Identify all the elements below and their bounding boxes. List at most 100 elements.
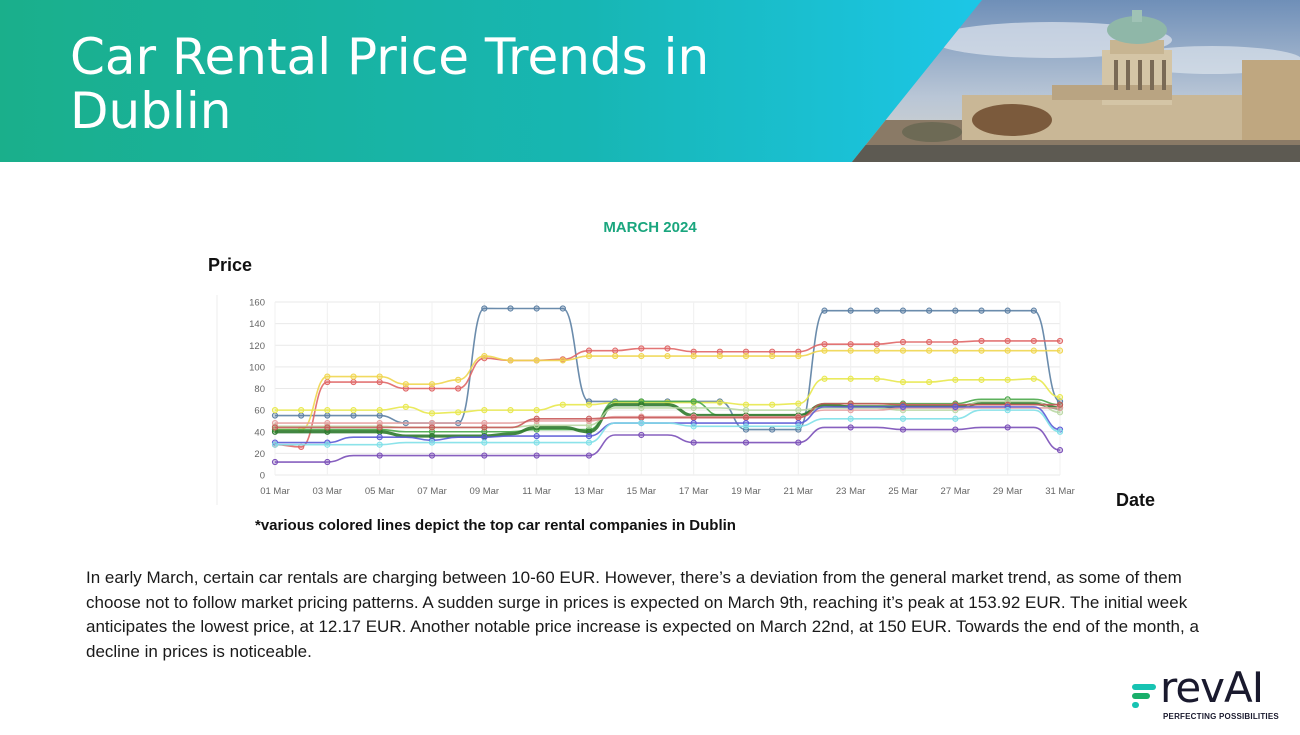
data-point [899,426,907,433]
data-point [507,305,514,312]
y-tick-label: 120 [249,341,265,352]
data-point [769,401,776,408]
y-tick-label: 100 [249,362,265,373]
data-point [716,352,723,360]
data-point [428,439,436,446]
y-tick-label: 140 [249,319,265,330]
data-point [376,452,383,459]
data-point [1004,347,1011,354]
data-point [428,385,436,392]
data-point [271,420,279,427]
data-point [428,424,436,431]
series-line [275,349,1060,431]
data-point [847,403,854,410]
data-point [1004,307,1011,314]
data-point [795,352,802,360]
data-point [742,407,750,414]
data-point [978,307,985,314]
data-point [533,415,540,422]
x-tick-label: 05 Mar [365,486,395,497]
chart-title: MARCH 2024 [603,219,697,236]
data-point [821,307,828,314]
reval-logo: revAI PERFECTING POSSIBILITIES [1130,666,1290,724]
data-point [298,407,305,414]
data-point [847,341,854,348]
x-tick-label: 01 Mar [260,486,290,497]
data-point [978,347,985,354]
y-tick-label: 80 [254,384,265,395]
data-point [769,348,776,355]
data-point [716,348,723,355]
data-point [873,307,880,314]
data-point [402,385,409,392]
data-point [324,378,331,386]
data-point [533,422,540,429]
data-point [481,439,488,446]
data-point [428,410,436,417]
y-tick-label: 40 [254,427,265,438]
logo-wordmark: revAI [1160,663,1264,712]
data-point [455,376,462,383]
data-point [926,378,933,386]
series-line [275,377,1061,415]
data-point [481,420,488,427]
y-tick-label: 60 [254,406,265,417]
data-point [978,337,985,345]
data-point [978,376,985,383]
series-line [275,409,1061,446]
data-point [533,432,540,440]
data-point [1030,375,1037,382]
data-point [847,415,854,422]
data-point [455,385,462,392]
data-point [533,357,540,364]
data-point [350,412,357,419]
data-point [376,373,383,380]
data-point [742,348,750,355]
data-point [690,423,697,430]
data-point [821,347,828,354]
data-point [899,415,907,422]
x-tick-label: 15 Mar [627,486,657,497]
data-point [402,381,409,388]
data-point [952,415,959,422]
data-point [533,407,540,414]
data-point [481,352,488,360]
data-point [428,432,436,440]
data-point [585,432,593,440]
data-point [926,347,933,354]
data-point [1030,347,1037,354]
data-point [585,439,593,446]
data-point [638,431,645,439]
data-point [585,422,593,429]
data-point [952,347,959,354]
series-line [275,307,1061,431]
data-point [638,352,645,360]
data-point [507,407,514,414]
x-tick-label: 29 Mar [993,486,1023,497]
data-point [899,307,907,314]
data-point [873,375,880,382]
chart-footnote: *various colored lines depict the top ca… [255,517,736,534]
x-tick-label: 21 Mar [784,486,814,497]
data-point [795,400,802,407]
data-point [1030,307,1037,314]
data-point [664,345,671,352]
data-point [533,452,540,459]
data-point [1056,394,1064,401]
data-point [376,420,383,427]
data-point [324,407,331,414]
page-title: Car Rental Price Trends in Dublin [70,28,710,140]
y-tick-label: 20 [254,449,265,460]
y-tick-label: 0 [260,471,265,482]
price-line-chart: 0 20 40 60 80 100 120 140 160 01 Mar 03 Mar 05 Mar 0… [216,295,1075,505]
data-point [769,352,776,360]
data-point [899,378,907,386]
data-point [350,373,357,380]
data-point [899,338,907,346]
data-point [742,423,750,430]
data-point [1004,407,1011,414]
data-point [716,399,723,406]
data-point [376,378,383,386]
data-point [795,348,802,355]
data-point [324,441,331,448]
